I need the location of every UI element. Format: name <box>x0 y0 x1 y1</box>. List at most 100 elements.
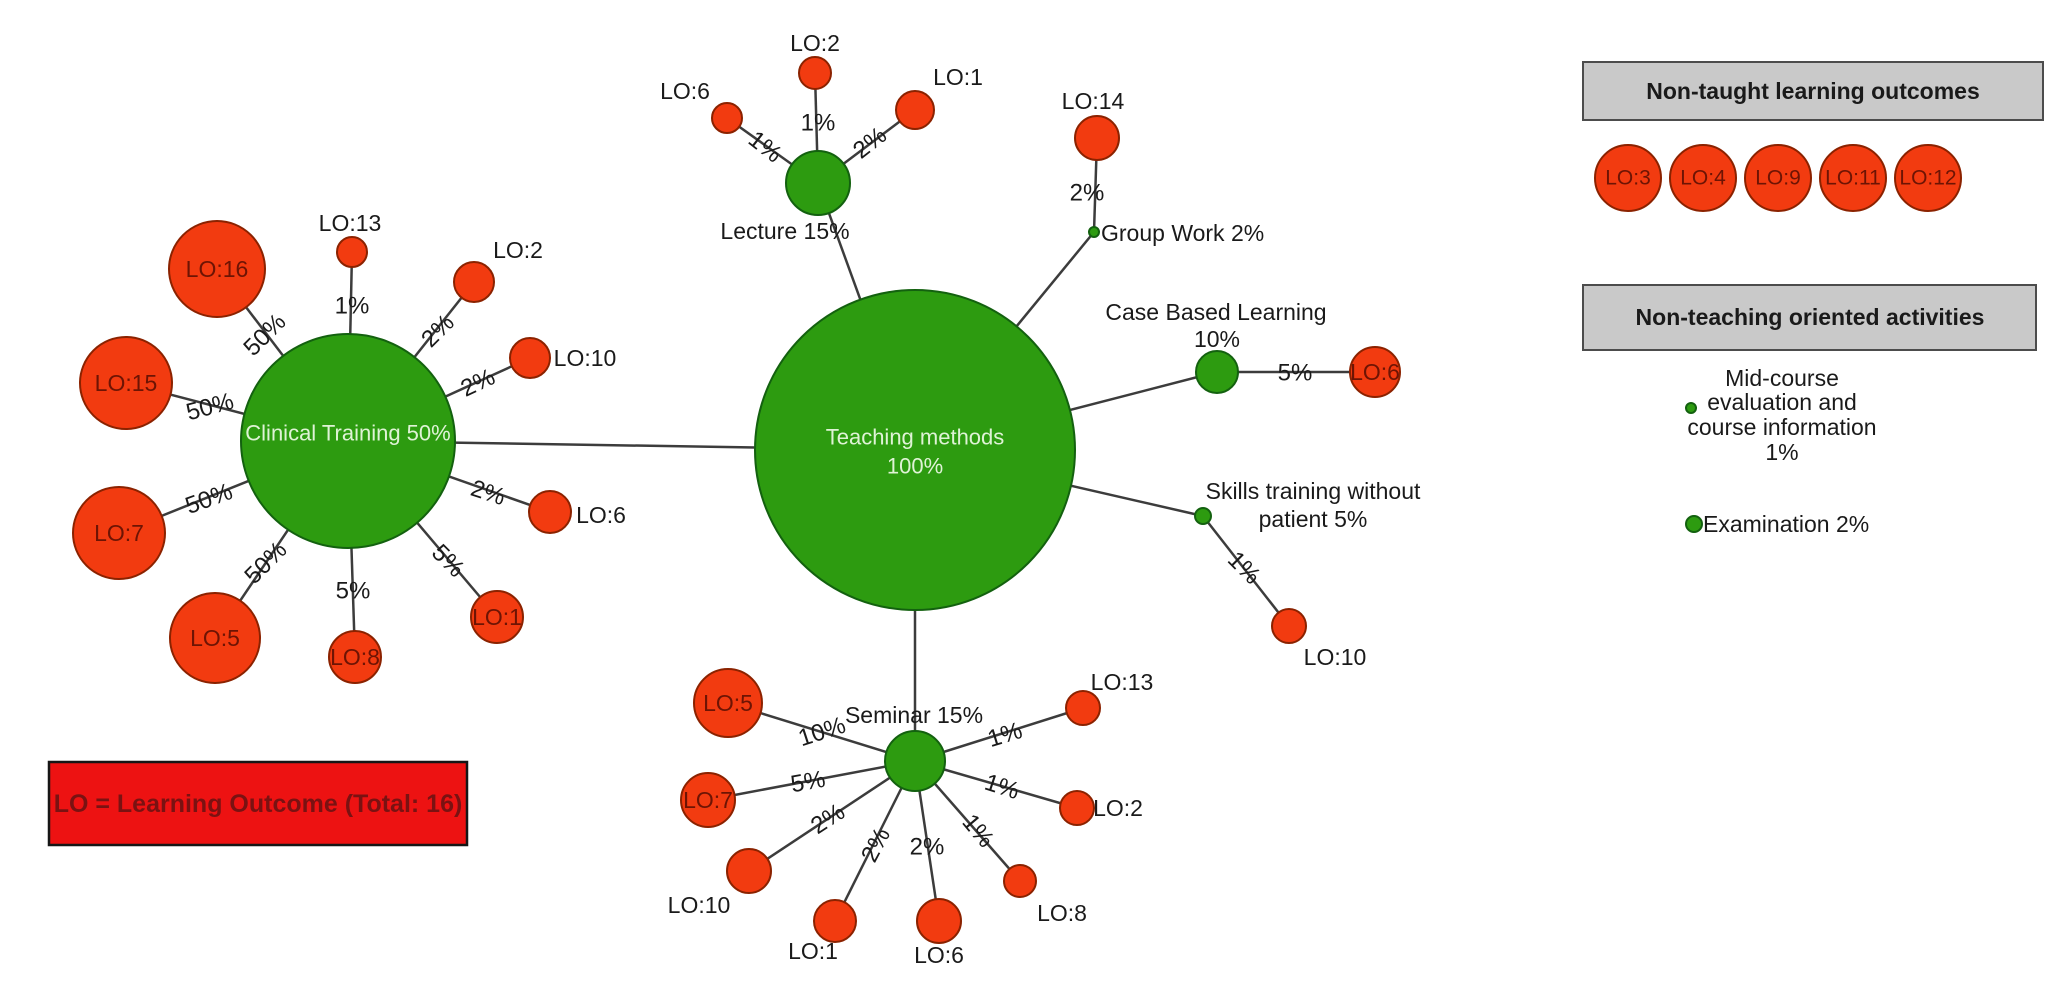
lo12-nontaught-node <box>1894 144 1962 212</box>
lo7-seminar-label: LO:7 <box>683 787 733 813</box>
lo2-seminar-label: LO:2 <box>1093 795 1143 821</box>
lo5-clinical-node <box>169 592 261 684</box>
lo16-node <box>168 220 266 318</box>
nodes-layer <box>72 56 1962 944</box>
lo1-lecture-label: LO:1 <box>933 64 983 90</box>
lo10-seminar-label: LO:10 <box>668 892 731 918</box>
edge-label-clinical-lo15: 50% <box>183 388 236 427</box>
mid-course-node <box>1685 402 1697 414</box>
lo2-clinical-node <box>453 261 495 303</box>
lo10-clinical-node <box>509 337 551 379</box>
seminar-node <box>884 730 946 792</box>
lo6-cbl-label: LO:6 <box>1350 359 1400 385</box>
edge-seminar-semLo10 <box>748 759 916 873</box>
teaching-methods-label-line2: 100% <box>887 454 943 479</box>
mid-course-label-line4: 1% <box>1765 439 1798 465</box>
edge-label-skDot-skLo10: 1% <box>1222 546 1266 590</box>
lo13-clinical-label: LO:13 <box>319 210 382 236</box>
lo5-seminar-label: LO:5 <box>703 690 753 716</box>
non-taught-header-box <box>1582 61 2044 121</box>
edge-label-clinical-lo13L: 1% <box>335 293 370 320</box>
edge-label-clinical-lo6L: 2% <box>467 475 508 511</box>
lo1-clinical-node <box>470 590 524 644</box>
lo4-nontaught-label: LO:4 <box>1680 167 1726 190</box>
skills-training-label-line2: patient 5% <box>1259 506 1368 532</box>
lo9-nontaught-label: LO:9 <box>1755 167 1801 190</box>
group-work-node <box>1088 226 1100 238</box>
case-based-learning-label: Case Based Learning <box>1105 299 1326 325</box>
lo6-seminar-node <box>916 898 962 944</box>
teaching-methods-node <box>754 289 1076 611</box>
edge-label-clinical-lo5L: 50% <box>239 536 292 589</box>
lo6-cbl-node <box>1349 346 1401 398</box>
boxes-layer <box>47 61 2044 847</box>
lo14-label: LO:14 <box>1062 88 1125 114</box>
lo6-lecture-node <box>711 102 743 134</box>
lo10-skills-node <box>1271 608 1307 644</box>
edge-label-cbl-cblLo6: 5% <box>1278 360 1313 387</box>
lo11-nontaught-node <box>1819 144 1887 212</box>
lo1-seminar-label: LO:1 <box>788 938 838 964</box>
edge-label-seminar-semLo1: 2% <box>856 823 896 866</box>
lo6-clinical-label: LO:6 <box>576 502 626 528</box>
lo15-label: LO:15 <box>95 370 158 396</box>
seminar-label: Seminar 15% <box>845 702 983 728</box>
edge-label-seminar-semLo5: 10% <box>795 712 849 753</box>
lo2-seminar-node <box>1059 790 1095 826</box>
lo6-clinical-node <box>528 490 572 534</box>
edge-label-clinical-lo7L: 50% <box>182 478 236 520</box>
lo14-node <box>1074 115 1120 161</box>
case-based-learning-pct: 10% <box>1194 326 1240 352</box>
edge-label-seminar-semLo10: 2% <box>806 798 850 840</box>
edge-label-seminar-semLo2: 1% <box>981 769 1022 805</box>
examination-node <box>1685 515 1703 533</box>
non-taught-header: Non-taught learning outcomes <box>1646 78 1980 104</box>
lo3-nontaught-label: LO:3 <box>1605 167 1651 190</box>
edge-skDot-skLo10 <box>1202 515 1290 627</box>
lo1-clinical-label: LO:1 <box>472 604 522 630</box>
lo2-lecture-label: LO:2 <box>790 30 840 56</box>
lo2-clinical-label: LO:2 <box>493 237 543 263</box>
lo13-seminar-label: LO:13 <box>1091 669 1154 695</box>
lo8-clinical-node <box>328 630 382 684</box>
edge-label-seminar-semLo13: 1% <box>984 717 1025 753</box>
lecture-label: Lecture 15% <box>720 218 849 244</box>
lo10-seminar-node <box>726 848 772 894</box>
clinical-training-label: Clinical Training 50% <box>245 421 450 446</box>
case-based-learning-node <box>1195 350 1239 394</box>
lo7-seminar-node <box>680 772 736 828</box>
lo8-clinical-label: LO:8 <box>330 644 380 670</box>
lo11-nontaught-label: LO:11 <box>1825 167 1881 190</box>
edge-label-lecture-lecLo1: 2% <box>848 122 892 165</box>
group-work-label: Group Work 2% <box>1101 220 1264 246</box>
lo7-clinical-node <box>72 486 166 580</box>
lo16-label: LO:16 <box>186 256 249 282</box>
lo13-clinical-node <box>336 236 368 268</box>
lo9-nontaught-node <box>1744 144 1812 212</box>
legend-box <box>47 760 469 847</box>
non-teaching-header: Non-teaching oriented activities <box>1636 304 1985 330</box>
lo3-nontaught-node <box>1594 144 1662 212</box>
clinical-training-node <box>240 333 456 549</box>
lo5-clinical-label: LO:5 <box>190 625 240 651</box>
teaching-methods-label-line1: Teaching methods <box>826 425 1005 450</box>
examination-label: Examination 2% <box>1703 511 1869 537</box>
edge-seminar-semLo7 <box>707 759 916 802</box>
skills-training-label-line1: Skills training without <box>1206 478 1421 504</box>
edge-label-clinical-lo16: 50% <box>238 308 291 361</box>
edge-label-gwDot-lo14: 2% <box>1070 180 1105 207</box>
skills-training-node <box>1194 507 1212 525</box>
lo4-nontaught-node <box>1669 144 1737 212</box>
lo2-lecture-node <box>798 56 832 90</box>
lo12-nontaught-label: LO:12 <box>1899 167 1956 190</box>
lo15-node <box>79 336 173 430</box>
mid-course-label-line1: Mid-course <box>1725 365 1839 391</box>
lo8-seminar-node <box>1003 864 1037 898</box>
edge-label-lecture-lecLo6: 1% <box>743 126 787 169</box>
lo6-lecture-label: LO:6 <box>660 78 710 104</box>
edge-label-seminar-semLo7: 5% <box>789 766 828 799</box>
edge-label-lecture-lecLo2: 1% <box>801 110 836 137</box>
labels-layer: 50%1%2%2%50%50% 2%50%5%5%1%1% 2%2%5%1%10%5… <box>54 30 1985 968</box>
